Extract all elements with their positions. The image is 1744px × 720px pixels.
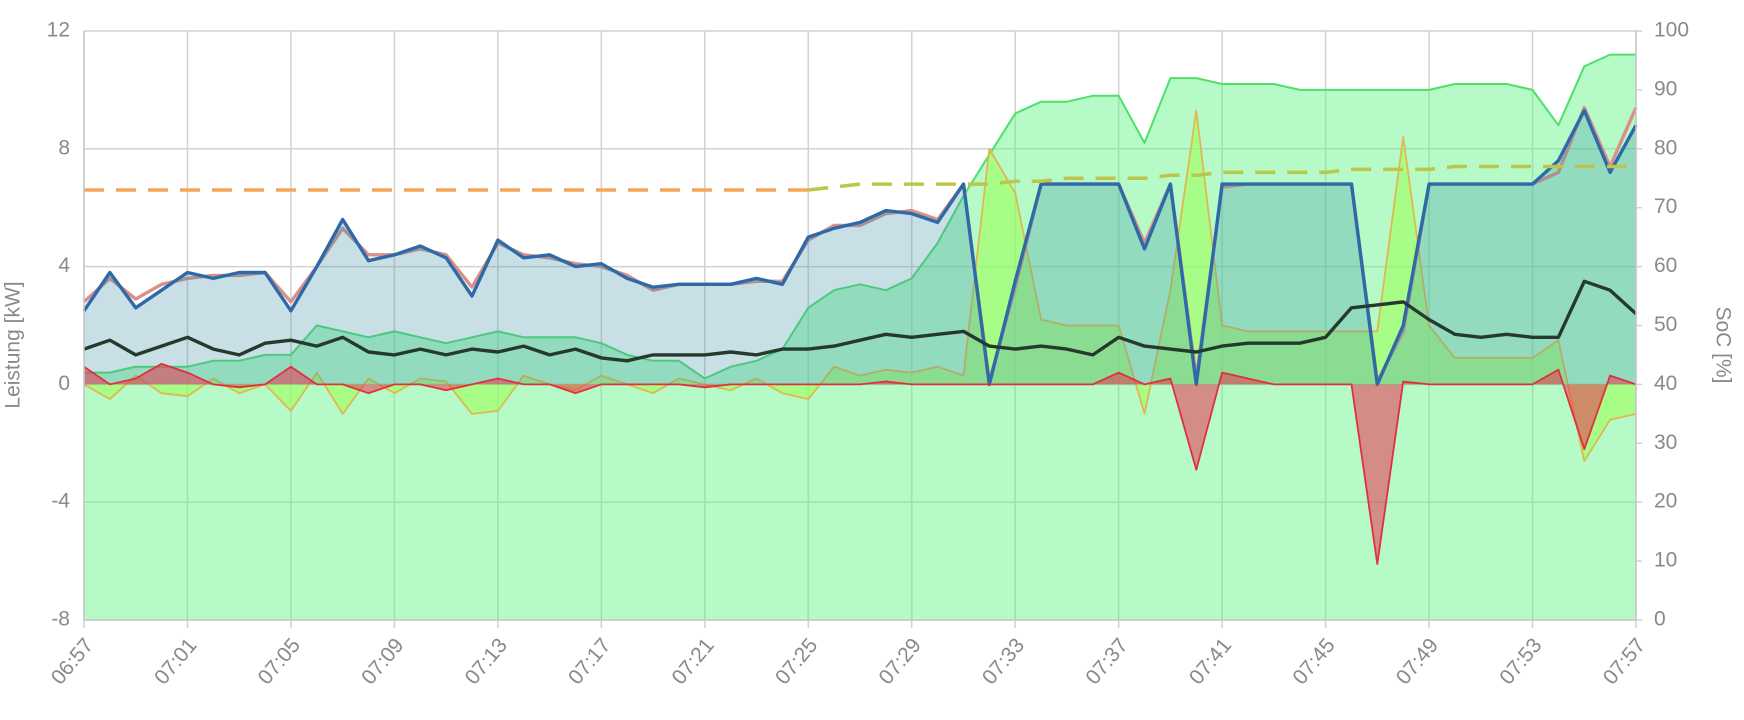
series-line bbox=[83, 279, 1638, 363]
x-tick-label: 07:37 bbox=[1081, 634, 1132, 689]
x-tick-label: 07:49 bbox=[1392, 634, 1443, 689]
x-tick-label: 07:13 bbox=[461, 634, 512, 689]
x-tick-label: 07:29 bbox=[874, 634, 925, 689]
series-area bbox=[84, 110, 1636, 385]
y2-tick-label: 80 bbox=[1654, 136, 1677, 159]
y-tick-label: -4 bbox=[51, 490, 70, 513]
y2-tick-label: 60 bbox=[1654, 254, 1677, 277]
y2-tick-label: 20 bbox=[1654, 490, 1677, 513]
series-area bbox=[84, 54, 1636, 621]
x-tick-label: 07:17 bbox=[564, 634, 615, 689]
y-tick-label: 8 bbox=[58, 136, 70, 159]
y-axis-title: Leistung [kW] bbox=[2, 281, 25, 408]
x-tick-label: 07:05 bbox=[254, 634, 305, 689]
x-tick-label: 07:33 bbox=[978, 634, 1029, 689]
y2-tick-label: 40 bbox=[1654, 372, 1677, 395]
x-tick-label: 07:41 bbox=[1185, 634, 1236, 689]
x-tick-label: 07:21 bbox=[667, 634, 718, 689]
series-line bbox=[83, 109, 1637, 462]
y2-tick-label: 90 bbox=[1654, 77, 1677, 100]
series-area bbox=[84, 110, 1636, 461]
series-line bbox=[83, 362, 1637, 565]
y-tick-label: 0 bbox=[58, 372, 70, 395]
x-tick-label: 07:53 bbox=[1495, 634, 1546, 689]
x-tick-label: 06:57 bbox=[47, 634, 98, 689]
y-tick-label: -8 bbox=[51, 608, 70, 631]
x-tick-label: 07:25 bbox=[771, 634, 822, 689]
series-line bbox=[808, 164, 1636, 192]
x-tick-label: 07:01 bbox=[150, 634, 201, 689]
x-tick-label: 07:57 bbox=[1599, 634, 1650, 689]
y2-tick-label: 100 bbox=[1654, 19, 1689, 42]
y-tick-label: 4 bbox=[58, 254, 70, 277]
y2-tick-label: 70 bbox=[1654, 195, 1677, 218]
x-tick-label: 07:09 bbox=[357, 634, 408, 689]
y2-tick-label: 0 bbox=[1654, 608, 1666, 631]
x-tick-label: 07:45 bbox=[1288, 634, 1339, 689]
y2-tick-label: 10 bbox=[1654, 549, 1677, 572]
series-line bbox=[84, 53, 1636, 380]
y2-axis-title: SoC [%] bbox=[1711, 306, 1734, 383]
y2-tick-label: 30 bbox=[1654, 431, 1677, 454]
y-tick-label: 12 bbox=[47, 19, 70, 42]
y2-tick-label: 50 bbox=[1654, 313, 1677, 336]
